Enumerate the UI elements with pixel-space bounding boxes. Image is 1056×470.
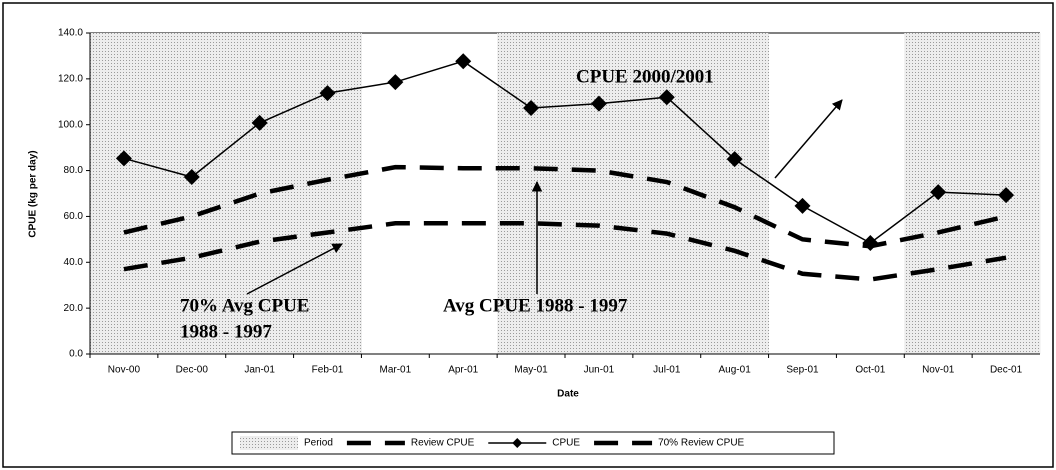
x-tick-label: Sep-01 — [786, 365, 819, 376]
y-tick-label: 60.0 — [64, 211, 84, 222]
period-bar — [565, 33, 634, 354]
data-point — [794, 197, 811, 214]
x-tick-label: Jun-01 — [584, 365, 615, 376]
y-tick-label: 140.0 — [58, 28, 83, 39]
y-tick-label: 0.0 — [69, 349, 83, 360]
y-axis-title: CPUE (kg per day) — [28, 150, 39, 237]
x-tick-label: Dec-01 — [990, 365, 1023, 376]
series-line — [123, 60, 1007, 244]
x-tick-label: Jan-01 — [244, 365, 275, 376]
x-tick-label: Dec-00 — [176, 365, 209, 376]
data-point — [862, 235, 879, 252]
data-point — [183, 168, 200, 185]
legend-label: Period — [304, 438, 333, 449]
annotation: Avg CPUE 1988 - 1997 — [443, 295, 628, 316]
y-tick-label: 80.0 — [64, 165, 84, 176]
data-point — [658, 89, 675, 106]
annotation: 1988 - 1997 — [180, 321, 272, 342]
legend-label: 70% Review CPUE — [658, 438, 744, 449]
period-bar — [632, 33, 702, 354]
y-tick-label: 40.0 — [64, 257, 84, 268]
data-point — [998, 187, 1015, 204]
x-tick-label: Aug-01 — [719, 365, 752, 376]
series-line — [123, 164, 1007, 249]
x-tick-label: Nov-00 — [108, 365, 141, 376]
data-point — [251, 114, 268, 131]
period-bar — [700, 33, 770, 354]
x-tick-label: Oct-01 — [855, 365, 885, 376]
x-axis-title: Date — [557, 389, 579, 400]
period-bar — [90, 33, 159, 354]
x-tick-label: Apr-01 — [448, 365, 478, 376]
x-tick-label: Jul-01 — [653, 365, 681, 376]
period-bar — [225, 33, 295, 354]
data-point — [387, 74, 404, 91]
period-bar — [497, 33, 566, 354]
data-point — [115, 150, 132, 167]
data-point — [523, 99, 540, 116]
data-point — [590, 95, 607, 112]
series-line — [123, 221, 1007, 282]
annotation-arrow — [246, 243, 343, 295]
legend-swatch — [512, 438, 523, 448]
period-bar — [157, 33, 227, 354]
clip: 1988 - 1997 — [180, 321, 272, 342]
annotation-arrow — [774, 99, 843, 179]
legend-label: Review CPUE — [411, 438, 475, 449]
x-tick-label: Feb-01 — [312, 365, 344, 376]
y-tick-label: 120.0 — [58, 73, 83, 84]
y-tick-label: 100.0 — [58, 119, 83, 130]
x-tick-label: May-01 — [514, 365, 548, 376]
legend-label: CPUE — [552, 438, 580, 449]
data-point — [319, 85, 336, 102]
x-tick-label: Nov-01 — [922, 365, 955, 376]
annotation: CPUE 2000/2001 — [576, 66, 714, 87]
legend-swatch — [240, 436, 298, 450]
x-tick-label: Mar-01 — [380, 365, 412, 376]
data-point — [455, 53, 472, 70]
y-tick-label: 20.0 — [64, 303, 84, 314]
annotation: 70% Avg CPUE — [180, 295, 309, 316]
data-point — [726, 151, 743, 168]
data-point — [930, 184, 947, 201]
